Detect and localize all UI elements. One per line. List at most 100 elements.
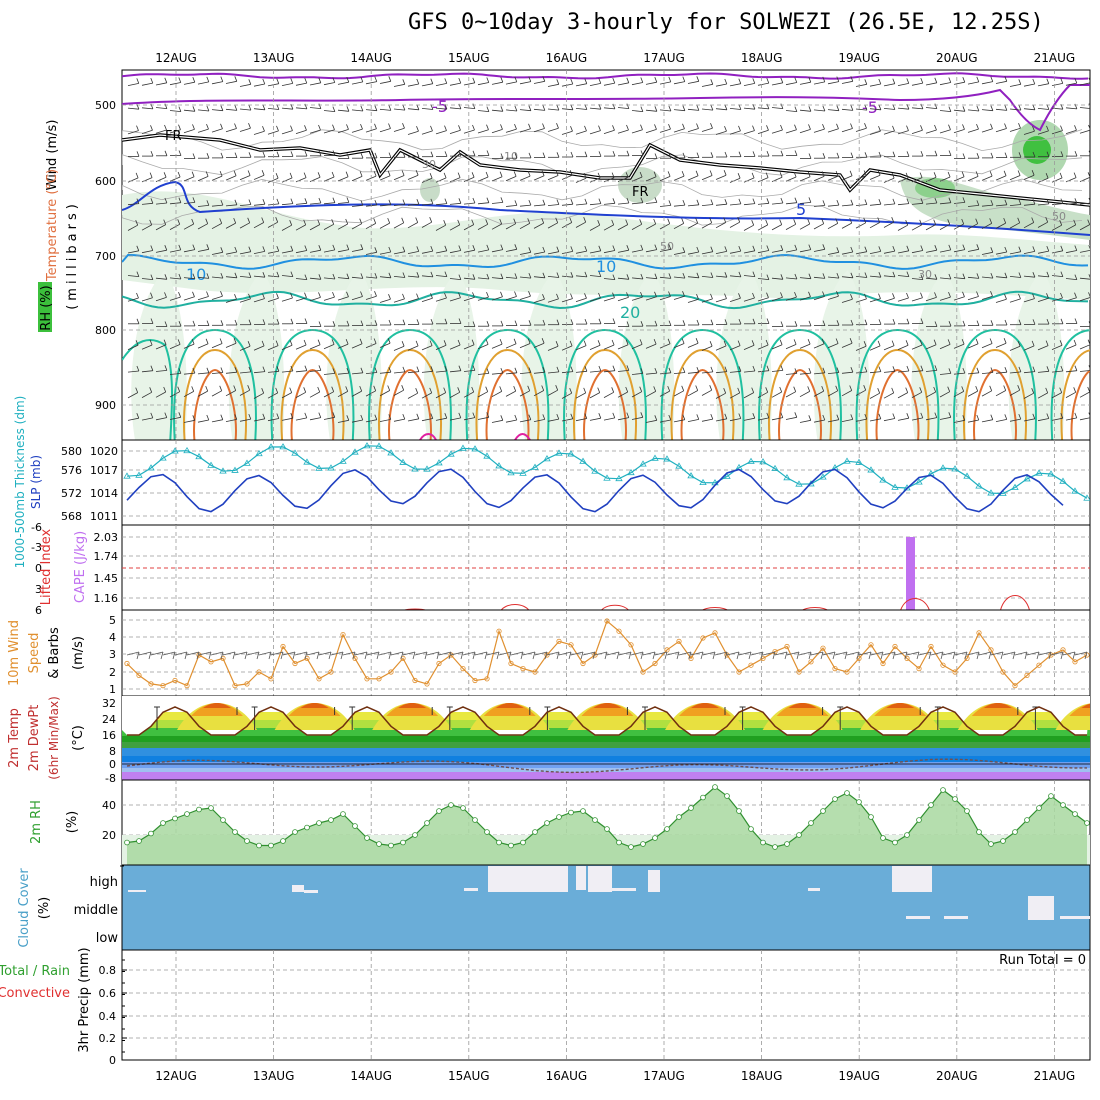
wind-barb [584, 125, 587, 132]
wind-barb [1074, 150, 1078, 157]
wind-barb [317, 339, 321, 345]
rh-shade [911, 270, 967, 440]
wind-barb [281, 344, 293, 350]
wind-barb [558, 651, 572, 656]
wind-barb [701, 345, 713, 351]
wind-barb [533, 298, 545, 303]
wind-barb [556, 246, 560, 252]
wind-barb [197, 223, 208, 230]
wind-barb [757, 344, 769, 350]
wind-barb [710, 104, 714, 111]
wind-barb [690, 651, 704, 656]
wind-barb [654, 77, 658, 83]
rh-point [268, 842, 274, 849]
wind-barb [169, 391, 180, 398]
wind-barb [141, 278, 153, 280]
temp-contour-warm [290, 368, 335, 440]
wind-barb [500, 320, 504, 327]
wind-barb [869, 130, 881, 135]
wind-barb [225, 371, 237, 374]
wind-barb [169, 202, 181, 205]
wind-barb [281, 83, 293, 86]
wind-barb [626, 292, 629, 298]
wind-barb [738, 198, 742, 205]
wind-barb [990, 76, 994, 82]
wind-barb [127, 203, 139, 206]
wind-barb [808, 291, 811, 297]
wind-barb [701, 222, 712, 229]
wind-barb [724, 272, 728, 278]
temp-contour-warm [973, 368, 1017, 440]
wind-barb [514, 414, 518, 421]
wind-barb [673, 390, 684, 397]
wind-barb [155, 224, 166, 231]
rh-shade [423, 270, 480, 440]
wind-barb [589, 177, 601, 183]
wind-barb [233, 217, 237, 224]
wind-barb [659, 109, 671, 112]
wind-barb [253, 275, 265, 278]
wind-barb [211, 204, 223, 207]
wind-barb [281, 250, 293, 254]
thickness-point [387, 449, 395, 456]
wind-barb [743, 344, 755, 350]
wind-barb [575, 370, 587, 373]
wind-barb [500, 197, 504, 203]
y-tick-label: 600 [95, 175, 116, 188]
wind-barb [940, 651, 944, 660]
date-label-bottom: 15AUG [448, 1069, 490, 1083]
wind-barb [808, 153, 812, 159]
dewpoint-line [126, 758, 1088, 774]
wind-barb [841, 390, 852, 397]
wind-barb [458, 318, 462, 324]
wind-barb [953, 129, 965, 134]
thickness-point [819, 473, 827, 480]
wind-barb [631, 344, 643, 350]
wind-barb [729, 345, 741, 351]
wind-barb [652, 651, 656, 660]
wind-barb [486, 368, 490, 374]
rh-point [892, 839, 898, 846]
wind-barb [332, 273, 336, 280]
wind-barb [402, 293, 405, 300]
wind-barb [1045, 217, 1049, 223]
wind-barb [197, 343, 209, 349]
wind-barb [1065, 344, 1077, 350]
wind-barb [668, 273, 672, 279]
wind-barb [701, 418, 713, 422]
wind-barb [631, 110, 643, 112]
wind-barb [505, 390, 516, 397]
wind-barb [785, 277, 797, 280]
wind-barb [911, 278, 923, 280]
rh-point [916, 817, 922, 823]
wind-barb [975, 171, 979, 177]
wind-barb [981, 128, 993, 133]
wind-barb [472, 274, 476, 280]
wind-barb [710, 272, 714, 278]
wind-barb [953, 249, 965, 253]
wind-barb [1046, 78, 1050, 84]
wind-barb [1023, 251, 1035, 254]
wind-barb [457, 172, 461, 178]
wind-speed-point [808, 659, 814, 665]
wind-barb [514, 367, 518, 373]
wind-barb [374, 272, 378, 279]
wind-barb [164, 412, 168, 418]
wind-barb [407, 371, 419, 374]
temp-contour-warm [758, 328, 842, 440]
wind-barb [1087, 386, 1090, 393]
wind-barb [821, 218, 825, 224]
wind-barb [1074, 198, 1078, 204]
wind-barb [379, 204, 391, 207]
cape-bar [906, 537, 915, 610]
bottom-date-axis: 12AUG 13AUG 14AUG 15AUG 16AUG 17AUG 18AUG 19AUG… [155, 1069, 1075, 1083]
temp-contour-warm [768, 348, 832, 440]
wind-barb [990, 651, 1004, 656]
wind-barb [1009, 204, 1021, 206]
wind-speed-point [364, 676, 370, 682]
wind-barb [1088, 274, 1090, 279]
wind-barb [304, 274, 308, 280]
wind-barb [696, 76, 700, 82]
wind-barb [449, 297, 461, 302]
wind-barb [127, 107, 139, 110]
